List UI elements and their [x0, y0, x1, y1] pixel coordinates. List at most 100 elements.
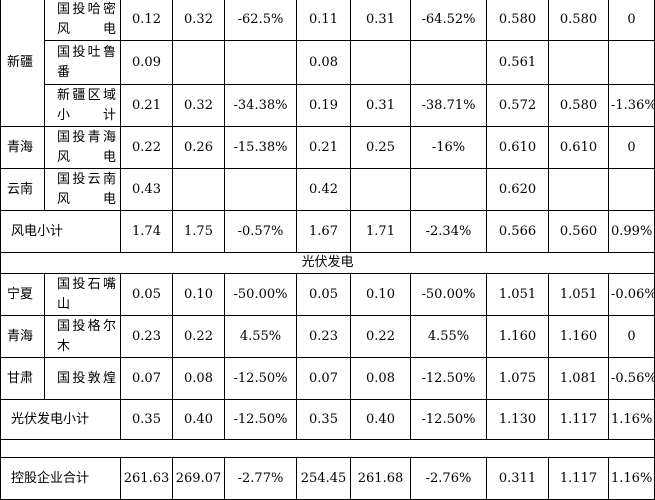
value-cell: -34.38%	[224, 84, 297, 127]
plant-name-cell: 国投云南风电	[44, 168, 121, 211]
value-cell: 269.07	[172, 457, 225, 500]
value-cell: 0.35	[296, 399, 351, 440]
value-cell: 0.09	[120, 40, 173, 85]
table-row: 国投吐鲁番 0.09 0.08 0.561	[1, 40, 655, 85]
value-cell: 0.580	[548, 84, 609, 127]
value-cell: 0.560	[548, 210, 609, 253]
value-cell: 0.572	[486, 84, 549, 127]
plant-name-cell: 国投吐鲁番	[44, 40, 121, 85]
value-cell: 0.11	[296, 0, 351, 41]
value-cell: 0.26	[172, 126, 225, 169]
value-cell: 254.45	[296, 457, 351, 500]
value-cell	[608, 40, 655, 85]
value-cell: 0.10	[172, 273, 225, 316]
value-cell: -64.52%	[410, 0, 487, 41]
value-cell: 0.12	[120, 0, 173, 41]
value-cell: 4.55%	[224, 315, 297, 358]
value-cell: -12.50%	[224, 357, 297, 400]
value-cell: -12.50%	[224, 399, 297, 440]
value-cell	[410, 168, 487, 211]
subtotal-label: 控股企业合计	[0, 457, 121, 500]
value-cell	[350, 168, 411, 211]
region-cell: 新疆	[0, 0, 45, 127]
section-row: 光伏发电	[0, 252, 655, 274]
value-cell: 0	[608, 315, 655, 358]
value-cell: -2.77%	[224, 457, 297, 500]
value-cell: 0.07	[120, 357, 173, 400]
value-cell	[350, 40, 411, 85]
section-header: 光伏发电	[0, 252, 655, 274]
value-cell: 0.580	[486, 0, 549, 41]
value-cell: 0.580	[548, 0, 609, 41]
plant-name-cell: 国投哈密风电	[44, 0, 121, 41]
value-cell: 1.16%	[608, 457, 655, 500]
value-cell: -2.34%	[410, 210, 487, 253]
value-cell: 261.68	[350, 457, 411, 500]
value-cell: 0.620	[486, 168, 549, 211]
value-cell: -38.71%	[410, 84, 487, 127]
value-cell: 0.99%	[608, 210, 655, 253]
value-cell: -0.57%	[224, 210, 297, 253]
plant-name-cell: 国投敦煌	[44, 357, 121, 400]
value-cell: 1.130	[486, 399, 549, 440]
value-cell: 4.55%	[410, 315, 487, 358]
value-cell: 0.32	[172, 84, 225, 127]
value-cell: 0.32	[172, 0, 225, 41]
value-cell: -2.76%	[410, 457, 487, 500]
value-cell	[608, 168, 655, 211]
value-cell	[548, 168, 609, 211]
value-cell: -0.06%	[608, 273, 655, 316]
plant-name-cell: 国投石嘴山	[44, 273, 121, 316]
value-cell: 0.19	[296, 84, 351, 127]
region-cell: 甘肃	[0, 357, 45, 400]
value-cell: 261.63	[120, 457, 173, 500]
value-cell: 0.40	[350, 399, 411, 440]
value-cell: 1.051	[548, 273, 609, 316]
region-cell: 云南	[0, 168, 45, 211]
value-cell: 1.117	[548, 399, 609, 440]
value-cell: 0.05	[120, 273, 173, 316]
value-cell: 0.21	[296, 126, 351, 169]
value-cell: 0.561	[486, 40, 549, 85]
value-cell: -12.50%	[410, 399, 487, 440]
value-cell: -50.00%	[410, 273, 487, 316]
value-cell: -1.36%	[608, 84, 655, 127]
table-row: 控股企业合计 261.63 269.07 -2.77% 254.45 261.68 -2.7…	[0, 457, 655, 500]
value-cell: 0.610	[548, 126, 609, 169]
table-row: 青海 国投格尔木 0.23 0.22 4.55% 0.23 0.22 4.55% 1.160 1.…	[0, 315, 655, 358]
value-cell: 0.566	[486, 210, 549, 253]
value-cell: 1.051	[486, 273, 549, 316]
value-cell: 0	[608, 0, 655, 41]
table-row: 青海 国投青海风电 0.22 0.26 -15.38% 0.21 0.25 -16% 0.610…	[0, 126, 655, 169]
value-cell: 0	[608, 126, 655, 169]
value-cell: 0.23	[120, 315, 173, 358]
value-cell: 0.610	[486, 126, 549, 169]
value-cell: 0.22	[120, 126, 173, 169]
value-cell: 0.22	[350, 315, 411, 358]
region-cell: 青海	[0, 315, 45, 358]
value-cell: 1.67	[296, 210, 351, 253]
value-cell: 1.160	[486, 315, 549, 358]
table-row: 风电小计 1.74 1.75 -0.57% 1.67 1.71 -2.34% 0.566 0.5…	[0, 210, 655, 253]
table-row: 云南 国投云南风电 0.43 0.42 0.620	[0, 168, 655, 211]
value-cell: 1.160	[548, 315, 609, 358]
value-cell	[410, 40, 487, 85]
value-cell: 1.081	[548, 357, 609, 400]
value-cell: 0.23	[296, 315, 351, 358]
subtotal-label: 风电小计	[0, 210, 121, 253]
value-cell: 0.08	[350, 357, 411, 400]
value-cell: 1.74	[120, 210, 173, 253]
value-cell: -16%	[410, 126, 487, 169]
value-cell: 0.22	[172, 315, 225, 358]
value-cell: 1.075	[486, 357, 549, 400]
value-cell: 0.35	[120, 399, 173, 440]
value-cell: -50.00%	[224, 273, 297, 316]
value-cell: 0.31	[350, 0, 411, 41]
value-cell	[548, 40, 609, 85]
value-cell: -62.5%	[224, 0, 297, 41]
value-cell	[172, 40, 225, 85]
value-cell: -12.50%	[410, 357, 487, 400]
value-cell: 0.31	[350, 84, 411, 127]
table-row: 光伏发电小计 0.35 0.40 -12.50% 0.35 0.40 -12.50% 1.13…	[0, 399, 655, 440]
